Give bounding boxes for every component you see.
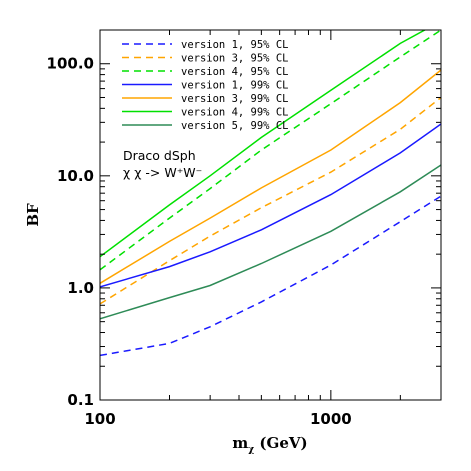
annotation-line-1: Draco dSph bbox=[123, 148, 196, 163]
series-line-7 bbox=[100, 164, 441, 320]
y-tick-label: 100.0 bbox=[47, 55, 94, 73]
series-layer bbox=[100, 30, 441, 357]
legend-label-4: version 1, 99% CL bbox=[181, 80, 288, 92]
y-tick-label: 1.0 bbox=[67, 279, 94, 297]
legend-label-5: version 3, 99% CL bbox=[181, 93, 288, 105]
series-line-6 bbox=[100, 30, 427, 258]
series-line-5 bbox=[100, 69, 441, 284]
legend-label-3: version 4, 95% CL bbox=[181, 66, 288, 78]
legend-label-1: version 1, 95% CL bbox=[181, 39, 288, 51]
x-axis-label-sub: χ bbox=[248, 445, 254, 455]
y-axis-label: BF bbox=[24, 203, 42, 227]
y-tick-label: 0.1 bbox=[67, 391, 94, 409]
legend-label-2: version 3, 95% CL bbox=[181, 53, 288, 65]
series-line-3 bbox=[100, 30, 441, 271]
y-tick-label: 10.0 bbox=[57, 167, 94, 185]
annotation: Draco dSph χ χ -> W⁺W⁻ bbox=[123, 148, 202, 180]
x-axis-label-main: m bbox=[232, 434, 248, 452]
x-axis-label-unit: (GeV) bbox=[254, 434, 307, 452]
legend-label-6: version 4, 99% CL bbox=[181, 107, 288, 119]
plot-frame bbox=[99, 29, 442, 401]
x-tick-label: 100 bbox=[84, 410, 115, 428]
legend-label-7: version 5, 99% CL bbox=[181, 120, 288, 132]
ticks-layer: 100 1000 0.1 1.0 10.0 100.0 bbox=[47, 29, 442, 428]
x-axis-label: mχ (GeV) bbox=[232, 434, 307, 455]
series-line-1 bbox=[100, 195, 441, 357]
annotation-line-2: χ χ -> W⁺W⁻ bbox=[123, 165, 202, 180]
series-line-4 bbox=[100, 123, 441, 288]
x-tick-label: 1000 bbox=[310, 410, 352, 428]
